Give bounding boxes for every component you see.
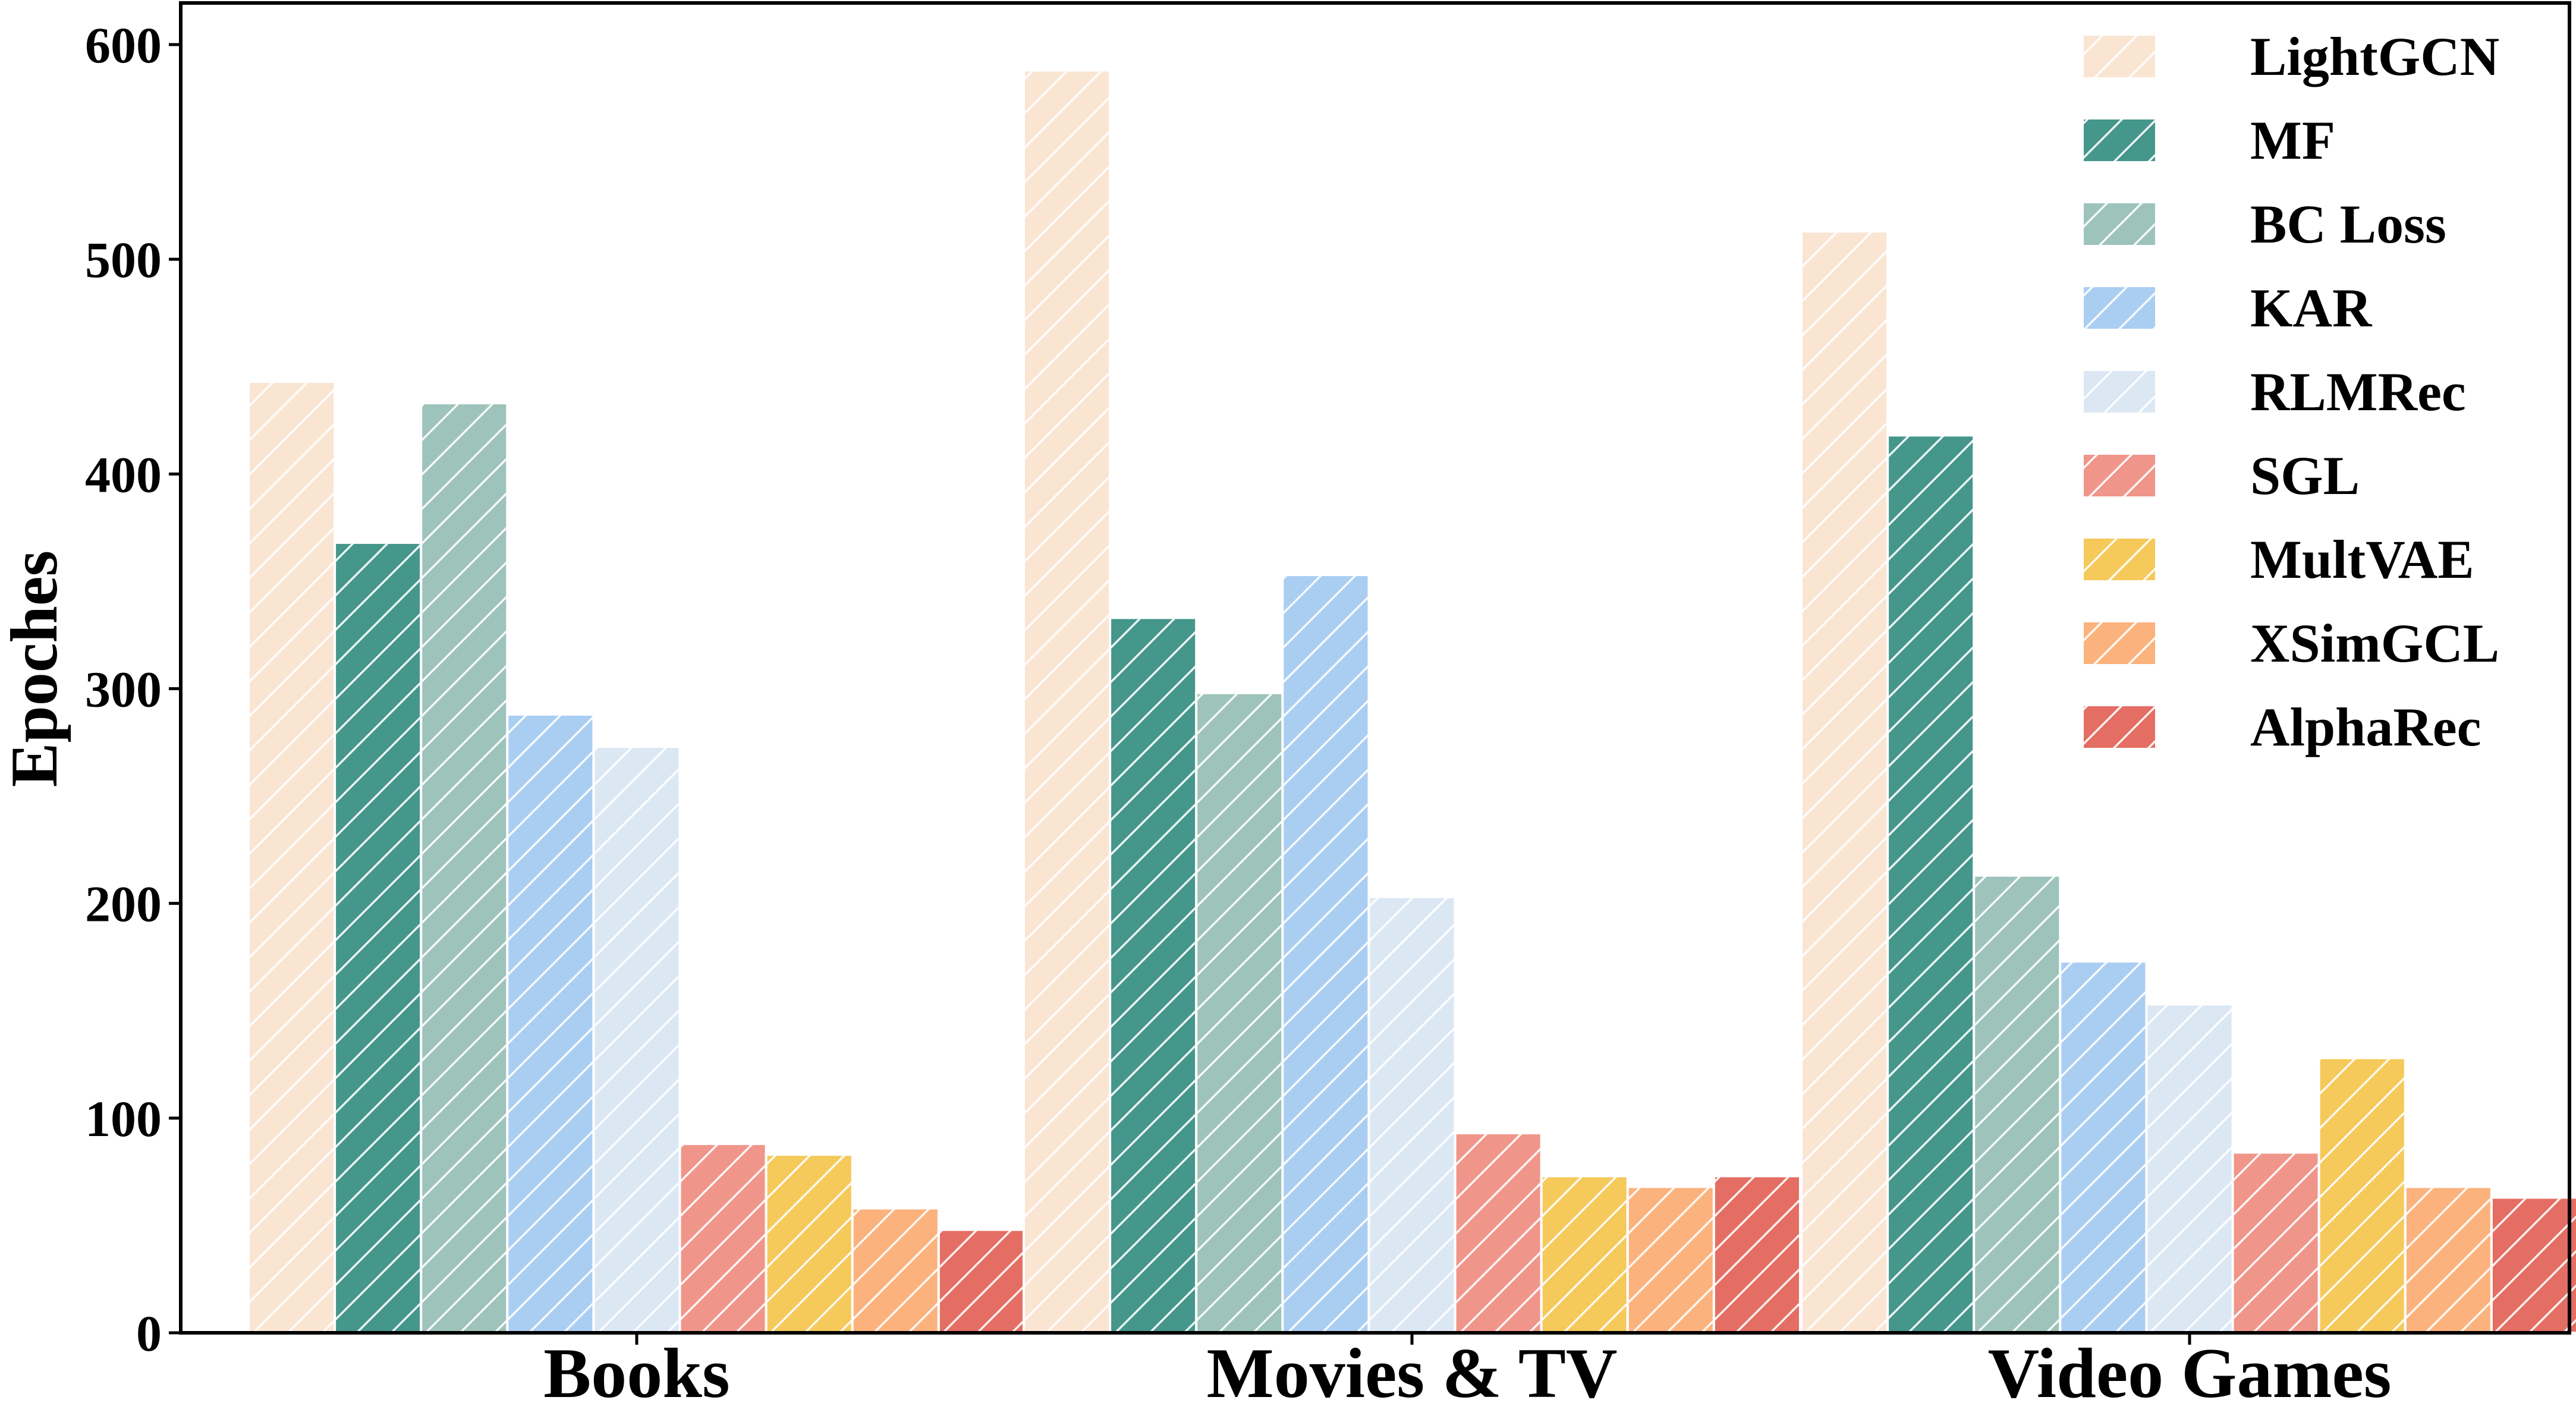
legend-swatch-hatch-multvae <box>2084 539 2155 580</box>
x-tick-label-video-games: Video Games <box>1988 1333 2392 1412</box>
legend-swatch-hatch-lightgcn <box>2084 36 2155 77</box>
bars-layer <box>247 69 2576 1335</box>
legend-label-bc-loss: BC Loss <box>2250 194 2446 254</box>
legend-label-kar: KAR <box>2250 278 2373 338</box>
y-axis-title: Epoches <box>0 550 71 787</box>
bar-hatch-lightgcn-movies-and-tv <box>1024 70 1111 1333</box>
y-tick-label-0: 0 <box>136 1305 162 1362</box>
legend-label-sgl: SGL <box>2250 445 2360 506</box>
bar-hatch-bc-loss-video-games <box>1974 875 2061 1333</box>
legend-label-xsimgcl: XSimGCL <box>2250 613 2499 674</box>
bar-hatch-rlmrec-movies-and-tv <box>1369 896 1455 1333</box>
bar-hatch-mf-books <box>335 542 422 1333</box>
axes-layer: 0 100 200 300 400 500 600 Books Movies & TV Video… <box>85 1 2571 1412</box>
x-tick-label-movies-and-tv: Movies & TV <box>1206 1333 1617 1412</box>
y-tick-label-600: 600 <box>85 17 162 74</box>
bar-hatch-mf-movies-and-tv <box>1110 618 1197 1333</box>
bar-hatch-sgl-movies-and-tv <box>1455 1133 1542 1333</box>
legend-swatch-hatch-alpharec <box>2084 706 2155 748</box>
bar-hatch-xsimgcl-books <box>852 1208 939 1333</box>
y-tick-label-400: 400 <box>85 446 162 503</box>
legend: LightGCN MF BC Loss KAR RLMRec SGL MultVAE XSim… <box>2084 26 2499 757</box>
legend-label-multvae: MultVAE <box>2250 529 2474 590</box>
bar-hatch-alpharec-movies-and-tv <box>1713 1176 1800 1333</box>
legend-swatch-hatch-xsimgcl <box>2084 622 2155 664</box>
bar-hatch-sgl-books <box>680 1144 766 1333</box>
legend-swatch-hatch-sgl <box>2084 455 2155 496</box>
bar-hatch-multvae-video-games <box>2319 1058 2405 1333</box>
bar-hatch-xsimgcl-video-games <box>2405 1187 2492 1333</box>
legend-swatch-hatch-kar <box>2084 287 2155 329</box>
bar-hatch-sgl-video-games <box>2232 1152 2319 1333</box>
plot-frame <box>179 1 2571 1335</box>
y-tick-label-200: 200 <box>85 876 162 933</box>
x-tick-label-books: Books <box>543 1333 729 1412</box>
legend-label-lightgcn: LightGCN <box>2250 26 2499 87</box>
y-tick-label-100: 100 <box>85 1090 162 1147</box>
legend-swatch-hatch-rlmrec <box>2084 371 2155 413</box>
legend-swatch-hatch-mf <box>2084 119 2155 161</box>
bar-hatch-xsimgcl-movies-and-tv <box>1627 1187 1714 1333</box>
bar-hatch-lightgcn-books <box>249 382 335 1333</box>
bar-hatch-bc-loss-books <box>421 403 508 1333</box>
legend-swatch-hatch-bc-loss <box>2084 203 2155 245</box>
bar-hatch-kar-video-games <box>2060 961 2147 1333</box>
y-tick-label-500: 500 <box>85 231 162 288</box>
bar-hatch-multvae-books <box>766 1154 853 1333</box>
legend-label-rlmrec: RLMRec <box>2250 361 2466 422</box>
bar-hatch-alpharec-books <box>938 1229 1025 1333</box>
bar-hatch-alpharec-video-games <box>2491 1197 2576 1333</box>
bar-hatch-lightgcn-video-games <box>1801 231 1888 1333</box>
bar-hatch-bc-loss-movies-and-tv <box>1196 693 1283 1333</box>
bar-hatch-kar-books <box>507 714 594 1333</box>
bar-hatch-mf-video-games <box>1888 435 1974 1333</box>
bar-hatch-kar-movies-and-tv <box>1282 575 1369 1333</box>
bar-hatch-rlmrec-video-games <box>2146 1004 2233 1333</box>
y-tick-label-300: 300 <box>85 661 162 718</box>
bar-hatch-rlmrec-books <box>593 747 680 1333</box>
legend-label-mf: MF <box>2250 110 2335 171</box>
legend-label-alpharec: AlphaRec <box>2250 697 2481 757</box>
bar-hatch-multvae-movies-and-tv <box>1541 1176 1628 1333</box>
